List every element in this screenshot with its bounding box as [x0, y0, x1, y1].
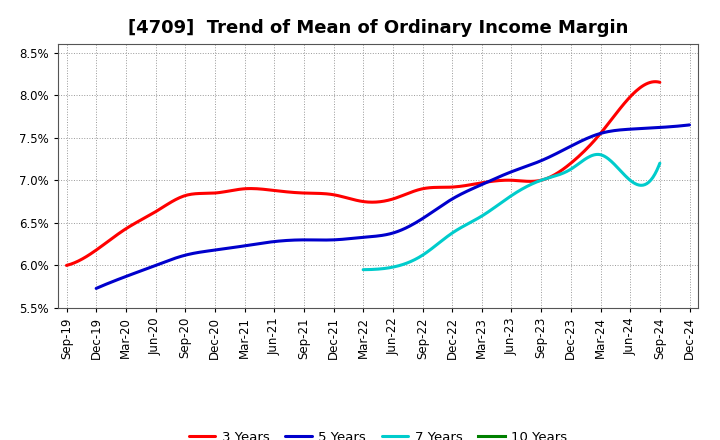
- 7 Years: [629, 180, 637, 185]
- Line: 3 Years: 3 Years: [66, 82, 660, 265]
- 3 Years: [600, 126, 608, 132]
- 3 Years: [655, 80, 664, 85]
- 5 Years: [92, 286, 101, 291]
- 3 Years: [413, 187, 422, 193]
- 3 Years: [426, 185, 434, 191]
- Legend: 3 Years, 5 Years, 7 Years, 10 Years: 3 Years, 5 Years, 7 Years, 10 Years: [184, 425, 572, 440]
- 7 Years: [593, 152, 602, 157]
- 5 Years: [443, 199, 451, 205]
- 7 Years: [655, 161, 664, 166]
- 7 Years: [536, 178, 544, 183]
- 5 Years: [629, 126, 638, 132]
- 3 Years: [652, 79, 660, 84]
- 5 Years: [94, 285, 102, 290]
- 7 Years: [360, 267, 369, 272]
- 3 Years: [62, 263, 71, 268]
- 7 Years: [541, 176, 549, 182]
- 5 Years: [592, 132, 600, 137]
- 7 Years: [534, 179, 543, 184]
- 5 Years: [685, 122, 694, 128]
- Line: 5 Years: 5 Years: [96, 125, 690, 288]
- 7 Years: [610, 161, 618, 167]
- Line: 7 Years: 7 Years: [363, 154, 660, 270]
- 3 Years: [415, 187, 424, 192]
- 3 Years: [64, 262, 73, 268]
- 5 Years: [455, 192, 464, 198]
- Title: [4709]  Trend of Mean of Ordinary Income Margin: [4709] Trend of Mean of Ordinary Income …: [128, 19, 628, 37]
- 3 Years: [562, 164, 571, 169]
- 5 Years: [445, 198, 454, 203]
- 7 Years: [359, 267, 367, 272]
